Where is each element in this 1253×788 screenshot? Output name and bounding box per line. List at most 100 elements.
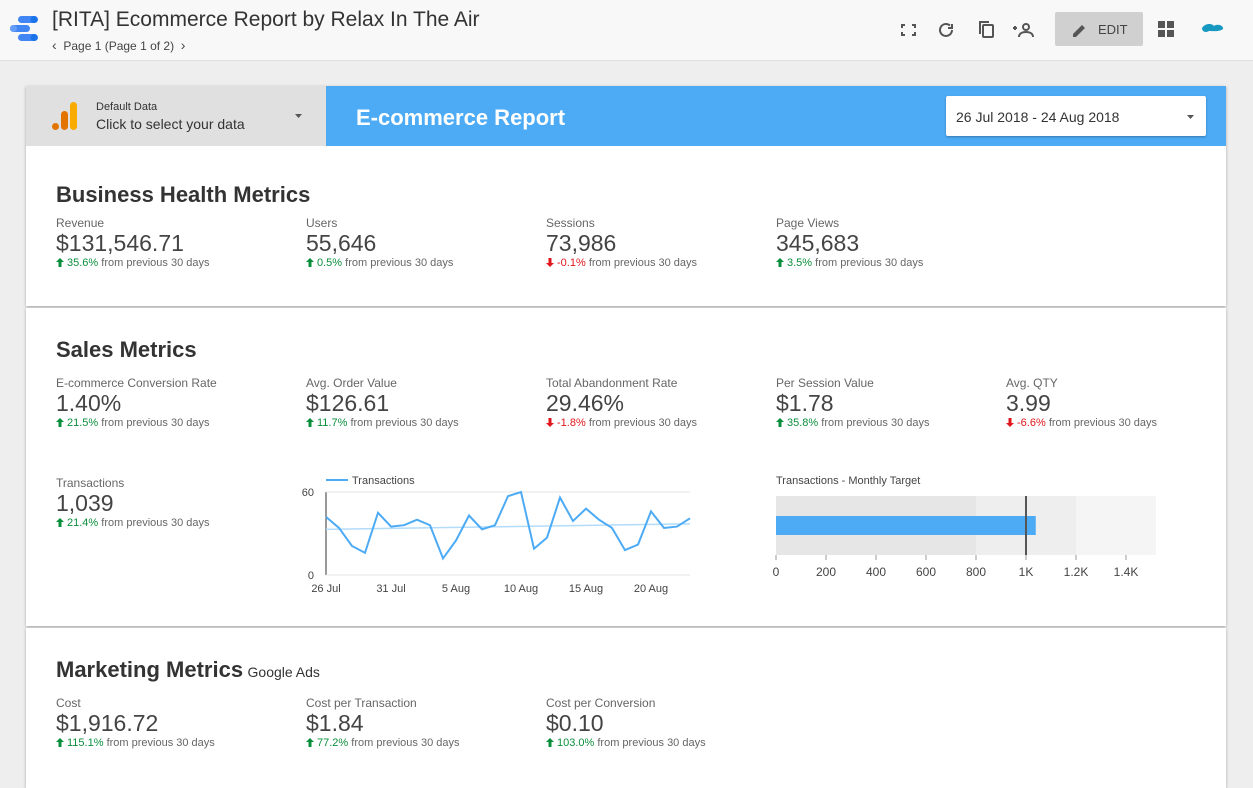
change-note: from previous 30 days: [101, 517, 210, 529]
metric-value: 55,646: [306, 230, 377, 256]
arrow: [776, 418, 784, 427]
arrow: [546, 258, 554, 267]
change-value: 21.5%: [67, 417, 99, 429]
metric-change: -0.1% from previous 30 days: [546, 257, 697, 269]
x-tick-label: 0: [773, 565, 780, 579]
arrow: [56, 518, 64, 527]
metric-value: 3.99: [1006, 390, 1051, 416]
change-value: 3.5%: [787, 257, 813, 269]
trend-arrow: [56, 418, 64, 427]
metric-change: -6.6% from previous 30 days: [1006, 417, 1157, 429]
metric-change: 21.4% from previous 30 days: [56, 517, 209, 529]
change-value: 77.2%: [317, 737, 349, 749]
x-tick-label: 31 Jul: [376, 583, 405, 595]
arrow: [306, 258, 314, 267]
bullet-chart: Transactions - Monthly Target 0 200 400 600 8…: [773, 475, 1156, 579]
date-range: 26 Jul 2018 - 24 Aug 2018: [956, 109, 1120, 125]
change-value: -1.8%: [557, 417, 586, 429]
trend-arrow: [56, 518, 64, 527]
change-note: from previous 30 days: [588, 257, 698, 269]
metric-change: 103.0% from previous 30 days: [546, 737, 706, 749]
metric: Cost per Transaction $1.84 77.2% from prev…: [306, 696, 459, 749]
line-chart: 0 60 26 Jul 31 Jul 5 Aug 10 Aug 15 Aug 20 Aug Tr…: [302, 475, 691, 595]
change-note: from previous 30 days: [351, 737, 460, 749]
trend-arrow: [546, 258, 554, 267]
metric-change: 35.6% from previous 30 days: [56, 257, 209, 269]
grid-and-brand[interactable]: [1156, 18, 1246, 42]
change-value: 21.4%: [67, 517, 99, 529]
edit-label: EDIT: [1098, 22, 1128, 37]
change-note: from previous 30 days: [345, 257, 454, 269]
toolbar-icons[interactable]: [895, 18, 1145, 42]
metric-label: Revenue: [56, 216, 105, 230]
metric-change: 3.5% from previous 30 days: [776, 257, 923, 269]
change-note: from previous 30 days: [1048, 417, 1158, 429]
metric-label: Cost: [56, 696, 81, 710]
metric-label: Total Abandonment Rate: [546, 376, 678, 390]
change-value: -0.1%: [557, 257, 586, 269]
change-value: 103.0%: [557, 737, 595, 749]
metric-change: 77.2% from previous 30 days: [306, 737, 459, 749]
datasource-picker[interactable]: Default Data Click to select your data: [26, 86, 326, 146]
metric-value: 29.46%: [546, 390, 625, 416]
metric: Cost per Conversion $0.10 103.0% from prev…: [546, 696, 706, 749]
x-tick-label: 10 Aug: [504, 583, 538, 595]
top-bar: [RITA] Ecommerce Report by Relax In The …: [0, 0, 1253, 61]
chart-title: Transactions - Monthly Target: [776, 475, 920, 487]
x-tick-label: 1K: [1019, 565, 1034, 579]
change-value: 35.6%: [67, 257, 99, 269]
change-note: from previous 30 days: [101, 417, 210, 429]
date-picker[interactable]: 26 Jul 2018 - 24 Aug 2018: [946, 96, 1206, 136]
arrow: [306, 738, 314, 747]
trend-arrow: [776, 418, 784, 427]
metric-value: $131,546.71: [56, 230, 184, 256]
metric-label: Avg. QTY: [1006, 376, 1058, 390]
metric-value: 73,986: [546, 230, 617, 256]
arrow: [546, 418, 554, 427]
banner-title: E-commerce Report: [356, 105, 566, 130]
banner: E-commerce Report 26 Jul 2018 - 24 Aug 2…: [326, 86, 1226, 146]
marketing-heading: Marketing Metrics Google Ads: [56, 657, 320, 683]
change-value: 11.7%: [317, 417, 348, 429]
metric-change: 35.8% from previous 30 days: [776, 417, 929, 429]
metric-label: Per Session Value: [776, 376, 874, 390]
trend-arrow: [56, 258, 64, 267]
metric: Page Views 345,683 3.5% from previous 30 d…: [776, 216, 923, 269]
metric-value: $1.78: [776, 390, 834, 416]
change-value: -6.6%: [1017, 417, 1046, 429]
range-band: [1076, 496, 1156, 555]
change-value: 0.5%: [317, 257, 343, 269]
y-tick-label: 0: [308, 570, 314, 582]
arrow: [56, 418, 64, 427]
metric-change: 0.5% from previous 30 days: [306, 257, 453, 269]
x-tick-label: 1.2K: [1064, 565, 1089, 579]
metric-label: E-commerce Conversion Rate: [56, 376, 217, 390]
change-note: from previous 30 days: [815, 257, 924, 269]
metric-label: Page Views: [776, 216, 840, 230]
trend-arrow: [776, 258, 784, 267]
metric-label: Sessions: [546, 216, 595, 230]
edit-button[interactable]: EDIT: [1055, 12, 1143, 46]
app-logo: [10, 16, 38, 41]
pencil-icon: [1073, 25, 1085, 37]
datasource-label: Default Data: [96, 101, 158, 113]
trend-arrow: [546, 738, 554, 747]
metric-value: $126.61: [306, 390, 390, 416]
trend-arrow: [546, 418, 554, 427]
legend-label: Transactions: [352, 475, 415, 487]
metric: Sessions 73,986 -0.1% from previous 30 day…: [546, 216, 697, 269]
datasource-action: Click to select your data: [96, 116, 245, 132]
change-note: from previous 30 days: [821, 417, 930, 429]
trend-arrow: [306, 418, 314, 427]
change-note: from previous 30 days: [101, 257, 210, 269]
arrow: [56, 258, 64, 267]
dropdown-arrow: [1187, 115, 1194, 119]
page-nav[interactable]: ‹ Page 1 (Page 1 of 2) ›: [52, 37, 186, 53]
x-tick-label: 200: [816, 565, 836, 579]
metric: Transactions 1,039 21.4% from previous 30 …: [56, 476, 209, 529]
x-tick-label: 400: [866, 565, 886, 579]
analytics-logo: [52, 102, 77, 130]
metric-label: Avg. Order Value: [306, 376, 397, 390]
change-note: from previous 30 days: [350, 417, 459, 429]
arrow: [56, 738, 64, 747]
